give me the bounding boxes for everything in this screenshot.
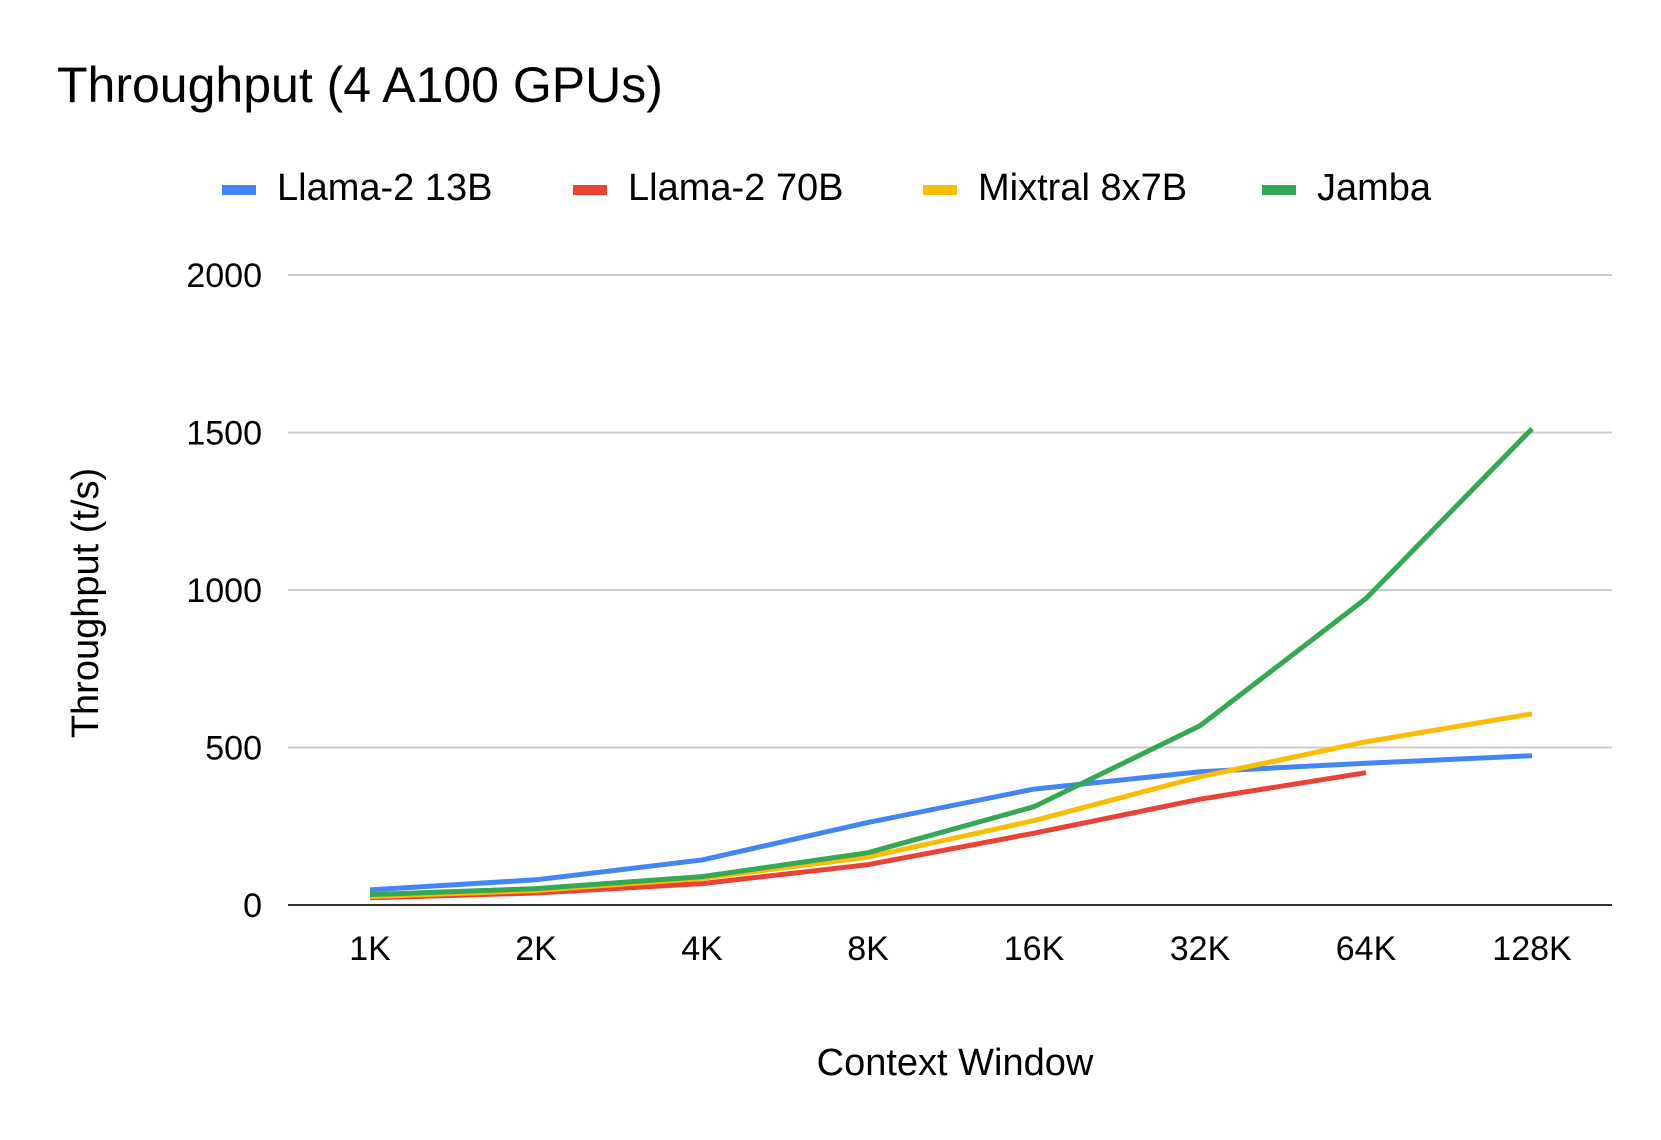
- legend-swatch-llama2-70b: [573, 185, 607, 195]
- y-tick-label: 1500: [186, 415, 262, 453]
- y-tick-label: 0: [243, 887, 262, 925]
- legend: Llama-2 13B Llama-2 70B Mixtral 8x7B Jam…: [0, 165, 1661, 215]
- chart-title: Throughput (4 A100 GPUs): [57, 57, 663, 113]
- series-line-llama-2-70b[interactable]: [369, 770, 1367, 901]
- y-tick-label: 500: [205, 730, 262, 768]
- series-line-llama-2-13b[interactable]: [369, 753, 1533, 893]
- y-tick-label: 2000: [186, 257, 262, 295]
- x-tick-labels: 1K 2K 4K 8K 16K 32K 64K 128K: [349, 930, 1572, 968]
- series-lines: [369, 426, 1534, 901]
- legend-swatch-jamba: [1262, 185, 1296, 195]
- y-tick-label: 1000: [186, 572, 262, 610]
- x-tick-label: 2K: [515, 930, 557, 968]
- legend-label: Llama-2 70B: [628, 167, 844, 209]
- x-tick-label: 32K: [1170, 930, 1231, 968]
- series-line-jamba[interactable]: [369, 426, 1534, 898]
- x-tick-label: 8K: [847, 930, 889, 968]
- legend-label: Llama-2 13B: [277, 167, 493, 209]
- x-tick-label: 128K: [1492, 930, 1572, 968]
- x-tick-label: 16K: [1004, 930, 1065, 968]
- y-tick-labels: 0 500 1000 1500 2000: [186, 257, 262, 925]
- x-tick-label: 64K: [1336, 930, 1397, 968]
- legend-swatch-mixtral: [923, 185, 957, 195]
- x-axis-title: Context Window: [817, 1042, 1094, 1084]
- legend-swatch-llama2-13b: [222, 185, 256, 195]
- x-tick-label: 4K: [681, 930, 723, 968]
- legend-label: Jamba: [1317, 167, 1432, 209]
- legend-label: Mixtral 8x7B: [978, 167, 1188, 209]
- x-tick-label: 1K: [349, 930, 391, 968]
- gridlines: [288, 274, 1612, 749]
- y-axis-title: Throughput (t/s): [65, 468, 107, 738]
